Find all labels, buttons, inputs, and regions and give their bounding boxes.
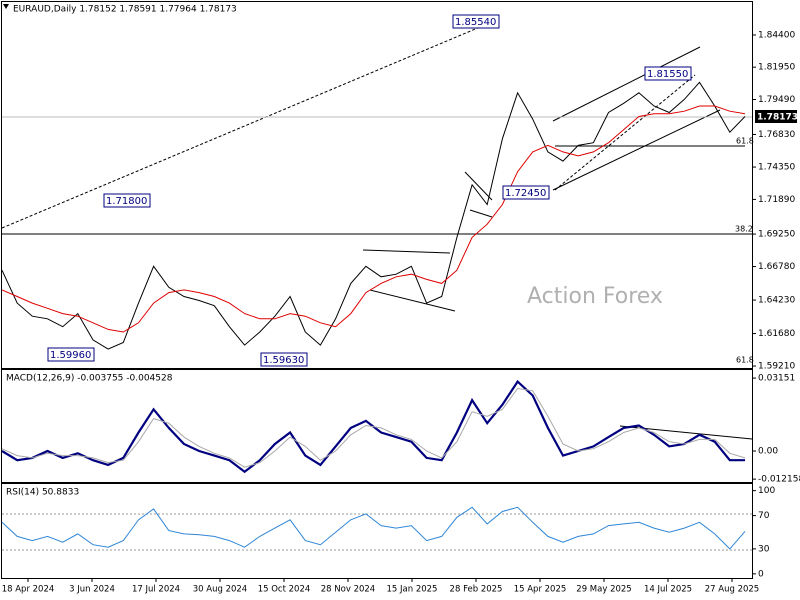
fib-label: 38.2 xyxy=(735,225,753,234)
x-tick-label: 3 Jun 2024 xyxy=(69,585,115,595)
series-line xyxy=(1,387,746,468)
y-tick-label: 1.66780 xyxy=(758,262,795,272)
series-line xyxy=(1,105,746,333)
channel-line xyxy=(552,109,721,191)
y-tick-label: 0 xyxy=(758,569,764,579)
x-tick-label: 15 Jan 2025 xyxy=(387,585,438,595)
y-tick-label: 1.79490 xyxy=(758,95,795,105)
label-box xyxy=(452,14,500,29)
annotation: 1.71800 xyxy=(106,196,147,207)
y-tick-label: 1.84400 xyxy=(758,30,795,40)
price-panel xyxy=(1,1,753,369)
y-tick-label: 1.71890 xyxy=(758,195,795,205)
macd-title: MACD(12,26,9) -0.003755 -0.004528 xyxy=(6,374,173,384)
y-tick-label: 0.00 xyxy=(758,446,778,456)
x-tick-label: 29 May 2025 xyxy=(576,585,631,595)
annotation: 1.85540 xyxy=(455,17,496,28)
menu-icon xyxy=(3,4,9,9)
y-tick-label: 1.61680 xyxy=(758,329,795,339)
annotation: 1.59960 xyxy=(50,350,91,361)
x-tick-label: 17 Jul 2024 xyxy=(132,585,180,595)
flag-line xyxy=(464,171,493,201)
wedge-line xyxy=(369,289,456,312)
trend-line xyxy=(1,21,493,229)
fib-label: 61.8 xyxy=(736,356,754,365)
wedge-line xyxy=(362,249,451,254)
fib-label: 61.8 xyxy=(736,137,754,146)
label-box xyxy=(644,66,692,81)
x-tick-label: 30 Aug 2024 xyxy=(193,585,247,595)
x-tick-label: 14 Jul 2025 xyxy=(644,585,692,595)
annotation: 1.81550 xyxy=(647,69,688,80)
x-tick-label: 27 Aug 2025 xyxy=(705,585,759,595)
watermark: Action Forex xyxy=(527,284,663,309)
chart-title: EURAUD,Daily 1.78152 1.78591 1.77964 1.7… xyxy=(13,5,237,15)
trend-line xyxy=(554,74,696,191)
y-tick-label: 1.74350 xyxy=(758,163,795,173)
label-box xyxy=(47,347,95,362)
annotation: 1.72450 xyxy=(505,188,546,199)
price-box xyxy=(755,110,797,123)
y-tick-label: 1.64230 xyxy=(758,296,795,306)
channel-line xyxy=(552,46,701,122)
x-tick-label: 28 Nov 2024 xyxy=(321,585,375,595)
x-tick-label: 15 Apr 2025 xyxy=(514,585,567,595)
macd-panel xyxy=(1,369,753,483)
current-price: 1.78173 xyxy=(757,113,798,123)
x-tick-label: 28 Feb 2025 xyxy=(450,585,503,595)
label-box xyxy=(103,193,151,208)
y-tick-label: 0.03151 xyxy=(758,374,795,384)
y-tick-label: 1.81950 xyxy=(758,63,795,73)
y-tick-label: 1.76830 xyxy=(758,130,795,140)
rsi-title: RSI(14) 50.8833 xyxy=(6,488,79,498)
y-tick-label: 1.59210 xyxy=(758,362,795,372)
annotation: 1.59630 xyxy=(263,355,304,366)
rsi-panel xyxy=(1,483,753,579)
y-tick-label: 100 xyxy=(758,486,775,496)
x-tick-label: 15 Oct 2024 xyxy=(258,585,311,595)
y-tick-label: 1.69250 xyxy=(758,230,795,240)
label-box xyxy=(260,352,308,367)
series-line xyxy=(1,506,746,550)
flag-line xyxy=(469,209,493,218)
y-tick-label: -0.012158 xyxy=(758,475,800,485)
series-line xyxy=(1,81,746,350)
y-tick-label: 70 xyxy=(758,511,770,521)
label-box xyxy=(502,185,550,200)
y-tick-label: 30 xyxy=(758,544,770,554)
x-tick-label: 18 Apr 2024 xyxy=(2,585,55,595)
